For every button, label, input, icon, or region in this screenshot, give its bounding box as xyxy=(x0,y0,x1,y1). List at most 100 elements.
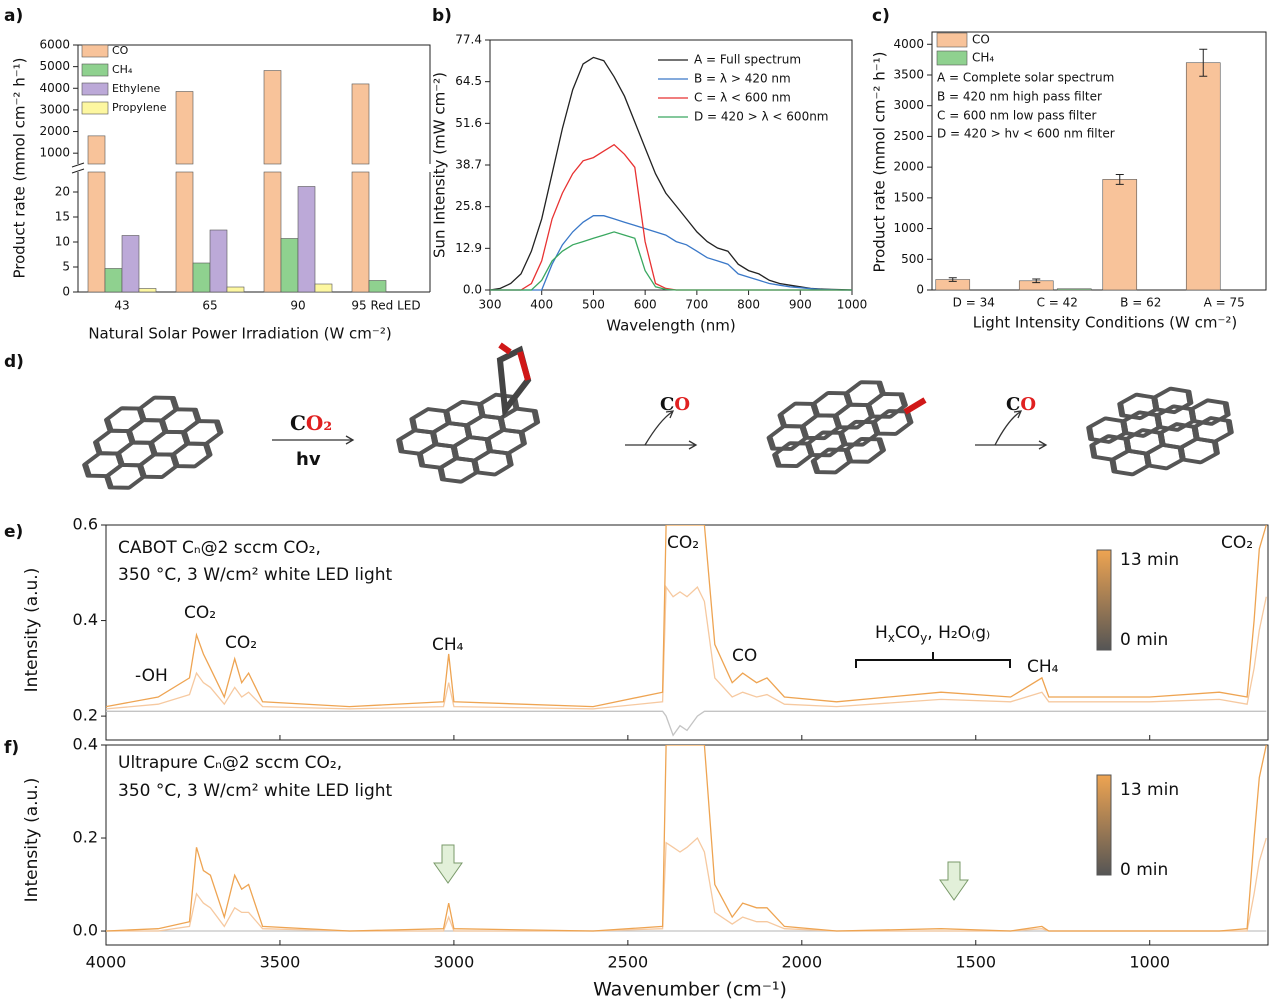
y-tick-label: 15 xyxy=(55,210,70,224)
bar xyxy=(297,186,316,293)
bar xyxy=(209,229,228,293)
panel-label: a) xyxy=(4,6,23,26)
bar xyxy=(87,135,106,165)
y-tick-label: 0.6 xyxy=(73,515,98,534)
peak-label: CO₂ xyxy=(225,633,257,653)
x-tick-label: 1000 xyxy=(837,298,868,312)
line-series xyxy=(106,745,1267,932)
legend-label: CH₄ xyxy=(972,51,994,65)
bracket xyxy=(855,652,1011,668)
bar xyxy=(1102,179,1138,291)
x-axis-label: Light Intensity Conditions (W cm⁻²) xyxy=(973,314,1238,332)
legend-label: CH₄ xyxy=(112,63,133,76)
y-tick-label: 5000 xyxy=(39,59,70,73)
annotation: Ultrapure Cₙ@2 sccm CO₂, xyxy=(118,753,342,773)
y-tick-label: 3000 xyxy=(893,98,924,112)
y-tick-label: 20 xyxy=(55,185,70,199)
ring xyxy=(1188,398,1231,426)
bar xyxy=(175,91,194,165)
ring xyxy=(1120,410,1163,438)
legend-label: B = λ > 420 nm xyxy=(694,72,791,86)
y-tick-label: 2500 xyxy=(893,129,924,143)
panel-label: f) xyxy=(4,738,19,758)
y-tick-label: 2000 xyxy=(893,160,924,174)
label-part: , H₂O₍g₎ xyxy=(927,623,990,643)
annotation: 350 °C, 3 W/cm² white LED light xyxy=(118,565,393,585)
peak-label: CO₂ xyxy=(184,603,216,623)
x-tick-label: 400 xyxy=(530,298,553,312)
x-tick-label: 700 xyxy=(685,298,708,312)
carbonyl xyxy=(903,397,927,415)
label-part: H xyxy=(875,623,888,643)
x-tick-label: A = 75 xyxy=(1204,296,1245,310)
colorbar xyxy=(1096,774,1112,876)
ring xyxy=(1117,392,1160,421)
x-tick-label: 3000 xyxy=(434,953,475,972)
y-tick-label: 0.4 xyxy=(73,610,98,629)
peak-label: HxCOy, H₂O₍g₎ xyxy=(875,623,990,645)
error-bar xyxy=(1115,174,1124,185)
x-tick-label: 65 xyxy=(202,299,217,313)
reagent-c: C xyxy=(290,411,306,435)
y-tick-label: 3500 xyxy=(893,68,924,82)
x-tick-label: 1500 xyxy=(955,953,996,972)
ring xyxy=(865,392,908,419)
ring xyxy=(1154,404,1197,432)
product-o: O xyxy=(674,394,690,415)
legend-label: A = Full spectrum xyxy=(694,53,801,67)
bar xyxy=(263,70,282,165)
bar xyxy=(192,262,211,293)
panel-label: b) xyxy=(432,6,452,26)
legend-swatch xyxy=(81,101,109,115)
reaction-arrows xyxy=(272,410,1048,450)
error-bar xyxy=(1032,278,1041,284)
y-tick-label: 64.5 xyxy=(455,74,482,88)
ring xyxy=(1086,416,1129,444)
y-tick-label: 6000 xyxy=(39,38,70,52)
x-tick-label: 3500 xyxy=(260,953,301,972)
reagent: CO₂ xyxy=(290,411,332,435)
colorbar-label: 0 min xyxy=(1120,630,1168,650)
y-tick-label: 0.4 xyxy=(73,735,98,754)
bar xyxy=(175,171,194,293)
product-c: C xyxy=(660,394,674,415)
annotation: C = 600 nm low pass filter xyxy=(937,109,1096,123)
peak-label: CH₄ xyxy=(432,635,464,655)
x-tick-label: 90 xyxy=(290,299,305,313)
line-series xyxy=(106,710,1267,737)
bar xyxy=(368,280,387,293)
ring xyxy=(1109,448,1152,477)
legend-swatch xyxy=(936,50,968,66)
bar xyxy=(314,283,333,293)
peak-label: CO₂ xyxy=(667,533,699,553)
peak-label: CO xyxy=(732,646,757,666)
y-tick-label: 1000 xyxy=(893,221,924,235)
ring xyxy=(170,441,213,469)
colorbar-label: 13 min xyxy=(1120,780,1179,800)
y-tick-label: 1500 xyxy=(893,190,924,204)
molecule xyxy=(766,380,914,475)
legend-label: Ethylene xyxy=(112,82,161,95)
label-part: x xyxy=(888,631,895,645)
carboxyl xyxy=(496,345,532,418)
y-tick-label: 0.0 xyxy=(73,921,98,940)
x-tick-label: 600 xyxy=(634,298,657,312)
y-tick-label: 0 xyxy=(62,285,70,299)
legend-label: C = λ < 600 nm xyxy=(694,91,791,105)
ring xyxy=(1177,436,1220,465)
y-tick-label: 4000 xyxy=(39,81,70,95)
condition: hv xyxy=(296,449,321,470)
line-series xyxy=(490,231,852,291)
label-part: CO xyxy=(895,623,920,643)
line-series xyxy=(489,56,853,291)
bar xyxy=(138,288,157,293)
colorbar-label: 0 min xyxy=(1120,860,1168,880)
line-series xyxy=(490,143,852,291)
label-part: y xyxy=(920,631,927,645)
x-tick-label: 2000 xyxy=(781,953,822,972)
axis-break xyxy=(71,162,85,174)
bar xyxy=(226,286,245,293)
bar xyxy=(1185,62,1221,291)
y-tick-label: 4000 xyxy=(893,37,924,51)
bar xyxy=(263,171,282,293)
